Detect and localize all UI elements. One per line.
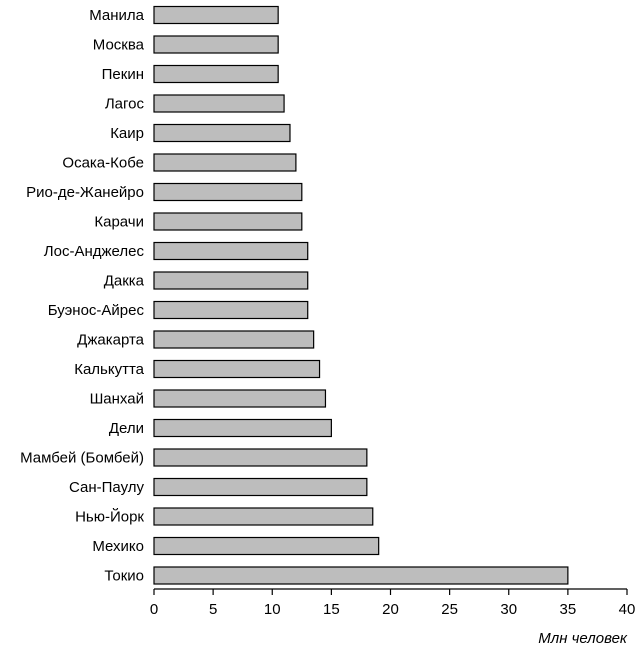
category-label: Калькутта bbox=[74, 361, 144, 378]
category-label: Каир bbox=[110, 125, 144, 142]
x-axis-ticks: 0 5 10 15 20 25 30 35 40 bbox=[150, 589, 636, 618]
bar bbox=[153, 418, 332, 438]
category-label: Москва bbox=[93, 37, 145, 54]
x-tick-label: 20 bbox=[382, 601, 399, 618]
category-labels: Манила Москва Пекин Лагос Каир Осака-Кобе Рио-… bbox=[20, 7, 145, 585]
bar bbox=[153, 153, 297, 172]
category-label: Осака-Кобе bbox=[62, 155, 144, 172]
bar bbox=[153, 477, 368, 497]
category-label: Джакарта bbox=[77, 332, 144, 349]
bar bbox=[153, 448, 368, 467]
bar bbox=[153, 330, 315, 349]
category-label: Карачи bbox=[94, 214, 144, 231]
category-label: Сан-Паулу bbox=[69, 479, 145, 496]
category-label: Дакка bbox=[104, 273, 145, 290]
bar bbox=[153, 64, 279, 84]
category-label: Манила bbox=[89, 7, 144, 24]
x-tick-label: 30 bbox=[500, 601, 517, 618]
x-tick-label: 40 bbox=[619, 601, 636, 618]
x-tick-label: 5 bbox=[209, 601, 217, 618]
x-axis-label: Млн человек bbox=[538, 630, 628, 647]
category-label: Пекин bbox=[102, 66, 144, 83]
bar bbox=[153, 359, 321, 379]
bar bbox=[153, 300, 309, 320]
bar bbox=[153, 389, 327, 408]
bar bbox=[153, 5, 279, 25]
bar bbox=[153, 241, 309, 261]
category-label: Мамбей (Бомбей) bbox=[20, 450, 144, 467]
bars-group bbox=[153, 5, 569, 585]
category-label: Шанхай bbox=[90, 391, 144, 408]
x-tick-label: 35 bbox=[560, 601, 577, 618]
category-label: Мехико bbox=[92, 538, 144, 555]
category-label: Лос-Анджелес bbox=[44, 243, 145, 260]
category-label: Буэнос-Айрес bbox=[48, 302, 145, 319]
bar bbox=[153, 271, 309, 290]
category-label: Лагос bbox=[105, 96, 145, 113]
x-tick-label: 15 bbox=[323, 601, 340, 618]
bar bbox=[153, 566, 569, 585]
bar bbox=[153, 94, 285, 113]
category-label: Дели bbox=[109, 420, 144, 437]
x-tick-label: 10 bbox=[264, 601, 281, 618]
category-label: Токио bbox=[104, 568, 144, 585]
bar bbox=[153, 507, 374, 526]
category-label: Нью-Йорк bbox=[75, 508, 144, 526]
x-tick-label: 25 bbox=[441, 601, 458, 618]
bar bbox=[153, 35, 279, 54]
bar bbox=[153, 212, 303, 231]
bar bbox=[153, 182, 303, 202]
bar bbox=[153, 536, 380, 556]
category-label: Рио-де-Жанейро bbox=[26, 184, 144, 201]
x-tick-label: 0 bbox=[150, 601, 158, 618]
bar bbox=[153, 123, 291, 143]
